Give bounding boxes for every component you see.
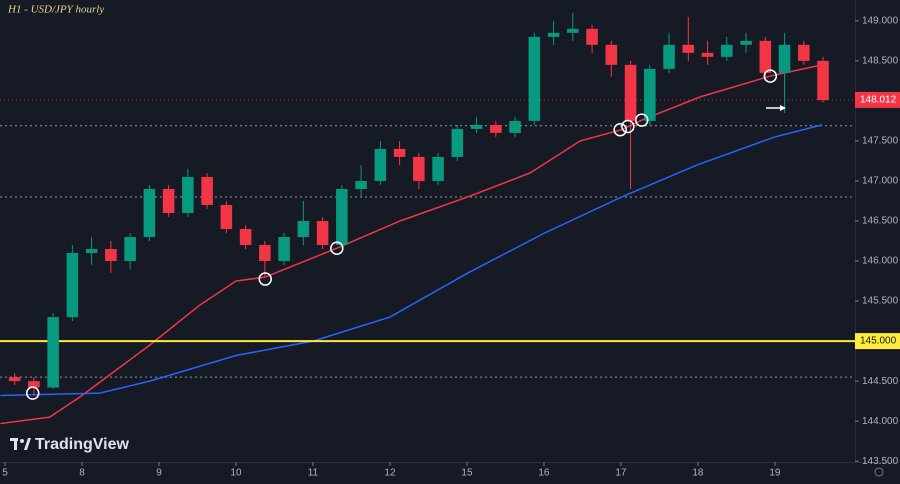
candle-body [470, 124, 483, 129]
candle-body [220, 204, 233, 229]
candle-body [624, 64, 637, 121]
marker [634, 113, 649, 127]
candle-body [259, 245, 271, 262]
candle-body [85, 249, 98, 254]
candle-body [278, 237, 290, 262]
x-tick-label: 19 [769, 468, 781, 479]
candle-body [682, 44, 695, 53]
candle-body [663, 44, 675, 69]
marker [258, 272, 272, 286]
candle-body [355, 180, 367, 189]
candle-body [8, 377, 21, 382]
candle-body [567, 28, 579, 33]
logo: TradingView [10, 436, 130, 453]
y-tick-label: 144.500 [862, 376, 899, 387]
y-tick-label: 145.500 [862, 296, 899, 307]
x-tick-label: 12 [384, 468, 396, 479]
x-tick-label: 15 [461, 468, 473, 479]
candle-body [28, 381, 40, 388]
marker [613, 122, 627, 137]
candle-body [66, 253, 79, 318]
x-tick-label: 5 [2, 468, 8, 479]
y-tick-label: 143.500 [862, 456, 899, 467]
y-tick-label: 147.500 [862, 136, 899, 147]
candle-body [393, 148, 406, 157]
candle-body [490, 124, 502, 133]
watermark: TradingView [35, 436, 130, 453]
x-tick-label: 18 [692, 468, 704, 479]
y-tick-label: 147.000 [862, 176, 899, 187]
candle-body [451, 128, 464, 157]
marker [25, 386, 40, 400]
hline-label: 145.000 [860, 336, 897, 347]
candle-body [336, 188, 348, 246]
arrow-head [780, 105, 786, 111]
candle-body [297, 220, 310, 238]
candle-body [701, 52, 714, 57]
settings-icon[interactable] [874, 467, 884, 477]
y-tick-label: 146.000 [862, 256, 899, 267]
candle-body [817, 60, 829, 101]
arrow [766, 105, 786, 111]
x-tick-label: 8 [79, 468, 85, 479]
moving-average [0, 124, 823, 397]
y-tick-label: 146.500 [862, 216, 899, 227]
x-tick-label: 10 [230, 468, 242, 479]
candle-body [778, 44, 791, 73]
y-tick-label: 144.000 [862, 416, 899, 427]
x-tick-label: 9 [156, 468, 162, 479]
logo-icon [14, 438, 17, 450]
logo-icon [20, 439, 24, 443]
plot-area [0, 12, 855, 425]
candle-body [798, 44, 810, 61]
candle-body [143, 188, 156, 238]
marker [621, 119, 635, 134]
y-tick-label: 148.500 [862, 55, 899, 66]
candle-body [586, 28, 598, 45]
candle-body [605, 44, 618, 65]
candle-body [47, 317, 59, 388]
candle-body [759, 40, 772, 73]
candle-body [413, 156, 425, 181]
marker [330, 241, 344, 255]
candle-body [547, 32, 560, 37]
logo-icon [24, 438, 31, 450]
x-tick-label: 17 [615, 468, 627, 479]
x-tick-label: 16 [538, 468, 550, 479]
x-tick-label: 11 [308, 468, 319, 479]
candle-body [432, 156, 444, 181]
candle-body [201, 176, 213, 205]
price-label: 148.012 [860, 95, 897, 106]
candle-body [644, 68, 656, 121]
candle-body [239, 228, 252, 246]
candle-body [182, 176, 194, 213]
candle-body [162, 188, 175, 213]
moving-average [0, 64, 823, 425]
hline-label-box [855, 333, 900, 350]
candle-body [740, 40, 752, 45]
marker [763, 69, 778, 83]
candle-body [105, 249, 117, 262]
candle-body [316, 220, 329, 246]
y-tick-label: 149.000 [862, 15, 899, 26]
candle-body [509, 120, 521, 133]
candle-body [124, 237, 136, 262]
chart-title: H1 - USD/JPY hourly [7, 4, 104, 16]
price-label-box [855, 91, 900, 108]
candle-body [721, 44, 733, 57]
candle-body [528, 36, 541, 121]
candle-body [374, 148, 387, 181]
